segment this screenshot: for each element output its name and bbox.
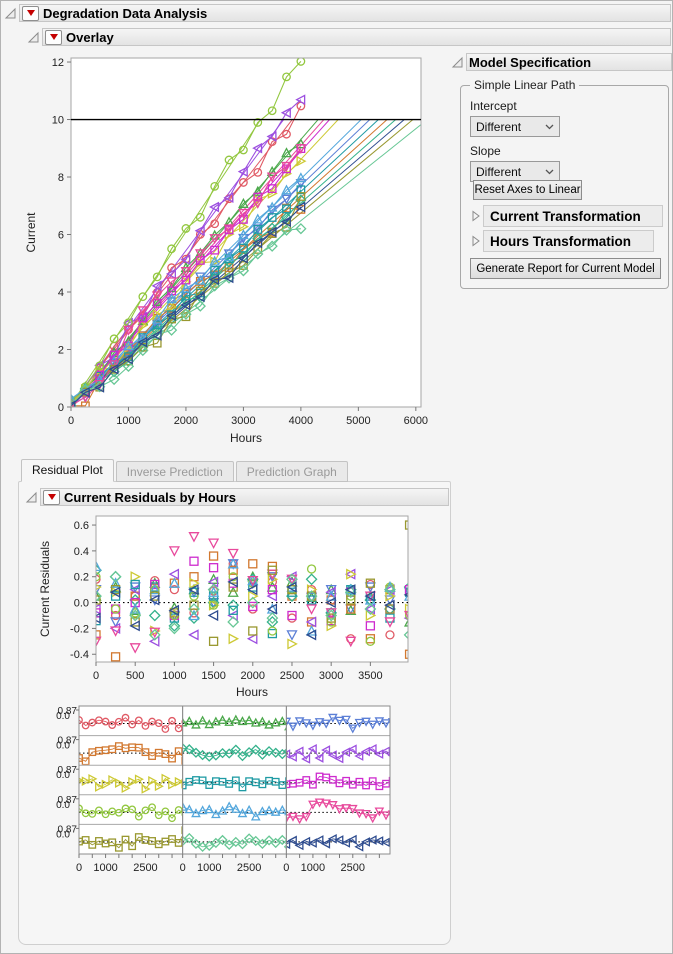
svg-text:3000: 3000 (319, 670, 343, 682)
reset-axes-label: Reset Axes to Linear (474, 184, 581, 196)
svg-text:0.0: 0.0 (56, 741, 70, 752)
tab-inverse-prediction[interactable]: Inverse Prediction (115, 461, 234, 482)
model-spec-title: Model Specification (469, 54, 592, 70)
svg-text:Current: Current (24, 212, 38, 253)
svg-text:0.0: 0.0 (56, 829, 70, 840)
svg-text:0.87: 0.87 (58, 736, 78, 747)
red-triangle-menu-button[interactable] (45, 29, 62, 45)
svg-text:5000: 5000 (346, 415, 370, 427)
svg-text:2500: 2500 (237, 862, 261, 874)
svg-text:2000: 2000 (174, 415, 198, 427)
svg-text:8: 8 (58, 172, 64, 184)
chevron-down-icon (545, 124, 554, 129)
svg-text:0.0: 0.0 (56, 770, 70, 781)
residual-trellis-chart[interactable]: 0 1000 2500 0 1000 2500 0 1000 25000.870.00.870.… (23, 701, 451, 893)
hours-transformation-label: Hours Transformation (490, 233, 632, 249)
svg-text:6000: 6000 (404, 415, 428, 427)
svg-text:0.87: 0.87 (58, 824, 78, 835)
intercept-label: Intercept (470, 99, 517, 113)
svg-text:0: 0 (180, 862, 186, 874)
residual-tabs: Residual Plot Inverse Prediction Predict… (21, 459, 348, 482)
svg-text:0: 0 (283, 862, 289, 874)
svg-text:3000: 3000 (231, 415, 255, 427)
svg-text:0: 0 (93, 670, 99, 682)
svg-text:0.87: 0.87 (58, 706, 78, 717)
slope-dropdown[interactable]: Different (470, 161, 560, 182)
svg-text:2000: 2000 (241, 670, 265, 682)
hours-transformation-section[interactable]: Hours Transformation (483, 230, 654, 252)
red-triangle-menu-button[interactable] (22, 5, 39, 21)
svg-text:12: 12 (52, 57, 64, 69)
overlay-outline-header: Overlay (27, 28, 671, 46)
svg-text:1000: 1000 (93, 862, 117, 874)
chevron-down-icon (545, 169, 554, 174)
svg-text:0.87: 0.87 (58, 795, 78, 806)
svg-text:3500: 3500 (358, 670, 382, 682)
svg-text:0: 0 (76, 862, 82, 874)
svg-text:2500: 2500 (280, 670, 304, 682)
svg-text:2500: 2500 (341, 862, 365, 874)
red-triangle-menu-button[interactable] (43, 489, 60, 505)
svg-text:10: 10 (52, 115, 64, 127)
slope-value: Different (476, 164, 522, 179)
simple-linear-path-group: Simple Linear Path Intercept Different S… (460, 78, 669, 289)
svg-text:0.0: 0.0 (74, 598, 89, 610)
svg-text:0.4: 0.4 (74, 546, 89, 558)
svg-text:Hours: Hours (236, 685, 268, 699)
svg-text:0.2: 0.2 (74, 572, 89, 584)
svg-text:500: 500 (126, 670, 144, 682)
disclosure-open-icon[interactable] (451, 56, 464, 69)
disclosure-closed-icon[interactable] (470, 235, 481, 247)
current-transformation-label: Current Transformation (490, 208, 641, 224)
overlay-degradation-chart[interactable]: 0 1000 2000 3000 4000 5000 6000 0 2 4 6 8 10 12 Hours C… (23, 51, 453, 453)
generate-report-button[interactable]: Generate Report for Current Model (470, 258, 661, 279)
root-outline-header: Degradation Data Analysis (4, 4, 671, 22)
svg-text:-0.2: -0.2 (70, 623, 89, 635)
svg-text:2500: 2500 (133, 862, 157, 874)
svg-text:0.6: 0.6 (74, 520, 89, 532)
residuals-outline-header: Current Residuals by Hours (25, 488, 449, 506)
svg-text:4: 4 (58, 287, 64, 299)
disclosure-open-icon[interactable] (27, 31, 40, 44)
svg-text:4000: 4000 (289, 415, 313, 427)
red-triangle-icon (49, 34, 58, 40)
svg-text:1000: 1000 (162, 670, 186, 682)
svg-text:2: 2 (58, 345, 64, 357)
intercept-dropdown[interactable]: Different (470, 116, 560, 137)
slope-label: Slope (470, 144, 501, 158)
overlay-title: Overlay (66, 29, 114, 45)
svg-text:-0.4: -0.4 (70, 649, 89, 661)
residual-scatter-chart[interactable]: 0 500 1000 1500 2000 2500 3000 3500 0.6 0.4 0.2 0.0… (23, 511, 451, 707)
svg-text:1000: 1000 (301, 862, 325, 874)
svg-text:0.0: 0.0 (56, 800, 70, 811)
svg-text:1500: 1500 (201, 670, 225, 682)
red-triangle-icon (26, 10, 35, 16)
svg-text:Hours: Hours (230, 431, 262, 445)
svg-text:0.87: 0.87 (58, 765, 78, 776)
disclosure-open-icon[interactable] (25, 491, 38, 504)
svg-text:0: 0 (58, 402, 64, 414)
svg-text:6: 6 (58, 230, 64, 242)
disclosure-closed-icon[interactable] (470, 210, 481, 222)
residuals-title: Current Residuals by Hours (64, 489, 236, 505)
svg-text:0.0: 0.0 (56, 711, 70, 722)
intercept-value: Different (476, 119, 522, 134)
reset-axes-button[interactable]: Reset Axes to Linear (473, 180, 582, 200)
svg-text:1000: 1000 (116, 415, 140, 427)
svg-text:1000: 1000 (197, 862, 221, 874)
tab-prediction-graph[interactable]: Prediction Graph (235, 461, 348, 482)
generate-report-label: Generate Report for Current Model (476, 262, 655, 275)
tab-residual-plot[interactable]: Residual Plot (21, 459, 114, 482)
group-title: Simple Linear Path (470, 78, 580, 92)
svg-text:0: 0 (68, 415, 74, 427)
root-title: Degradation Data Analysis (43, 5, 208, 21)
model-spec-header: Model Specification (451, 53, 672, 71)
disclosure-open-icon[interactable] (4, 7, 17, 20)
svg-text:Current Residuals: Current Residuals (38, 541, 52, 637)
red-triangle-icon (47, 494, 56, 500)
current-transformation-section[interactable]: Current Transformation (483, 205, 663, 227)
